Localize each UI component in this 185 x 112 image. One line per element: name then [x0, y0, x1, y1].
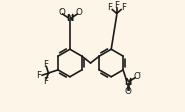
Text: +: +	[70, 13, 75, 18]
Text: +: +	[128, 77, 133, 82]
Text: ⁻: ⁻	[137, 72, 141, 78]
Text: F: F	[114, 1, 119, 10]
Text: O: O	[134, 72, 141, 81]
Text: N: N	[66, 14, 74, 24]
Text: O: O	[58, 8, 65, 17]
Text: O: O	[124, 87, 131, 96]
Text: F: F	[43, 77, 48, 86]
Text: F: F	[107, 3, 112, 12]
Text: N: N	[124, 78, 131, 87]
Text: ⁻: ⁻	[58, 9, 62, 15]
Text: F: F	[121, 3, 126, 12]
Text: F: F	[37, 71, 42, 80]
Text: O: O	[76, 8, 83, 17]
Text: F: F	[43, 60, 48, 69]
